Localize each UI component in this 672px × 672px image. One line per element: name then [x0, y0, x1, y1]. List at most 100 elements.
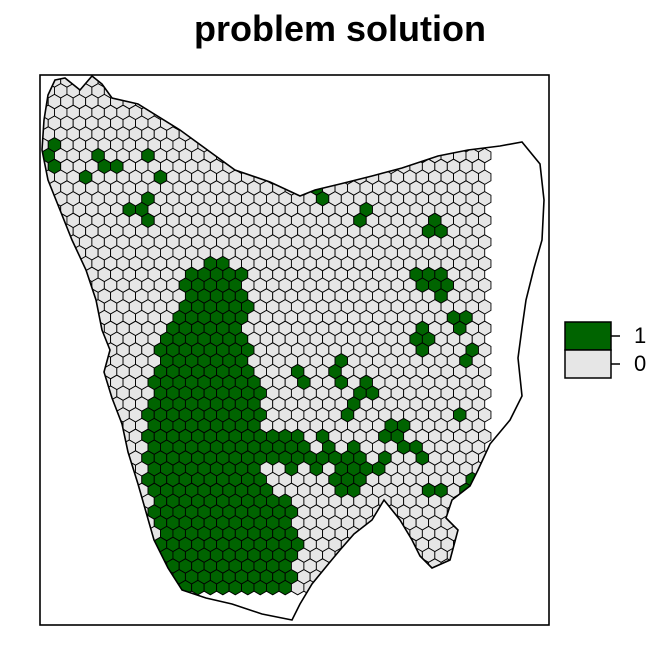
planning-unit-unselected	[147, 569, 161, 585]
planning-unit-unselected	[372, 525, 386, 542]
planning-unit-unselected	[110, 525, 124, 542]
planning-unit-unselected	[353, 126, 367, 142]
planning-unit-unselected	[78, 428, 93, 445]
planning-unit-unselected	[203, 126, 218, 142]
planning-unit-unselected	[303, 147, 317, 164]
planning-unit-unselected	[103, 536, 118, 553]
planning-unit-unselected	[85, 396, 99, 412]
planning-unit-unselected	[91, 536, 105, 553]
planning-unit-unselected	[478, 126, 492, 142]
planning-unit-unselected	[191, 104, 205, 121]
planning-unit-unselected	[72, 309, 87, 326]
planning-unit-unselected	[78, 342, 93, 358]
planning-unit-unselected	[78, 536, 93, 553]
planning-unit-unselected	[453, 83, 467, 99]
planning-unit-unselected	[446, 137, 461, 153]
planning-unit-unselected	[222, 137, 236, 153]
planning-unit-unselected	[60, 353, 74, 369]
planning-unit-unselected	[60, 266, 74, 283]
planning-unit-unselected	[303, 83, 317, 99]
planning-unit-unselected	[72, 482, 87, 499]
planning-unit-unselected	[415, 126, 430, 142]
planning-unit-unselected	[66, 320, 80, 337]
planning-unit-unselected	[365, 536, 380, 553]
planning-unit-unselected	[465, 83, 479, 99]
planning-unit-unselected	[434, 137, 448, 153]
planning-unit-selected	[266, 579, 280, 596]
planning-unit-unselected	[54, 428, 68, 445]
planning-unit-unselected	[347, 569, 361, 585]
planning-unit-unselected	[66, 342, 80, 358]
planning-unit-unselected	[122, 525, 136, 542]
planning-unit-unselected	[72, 396, 87, 412]
planning-unit-unselected	[396, 547, 411, 563]
planning-unit-unselected	[428, 104, 442, 121]
planning-unit-unselected	[315, 147, 330, 164]
planning-unit-unselected	[128, 493, 143, 509]
planning-unit-unselected	[78, 407, 93, 423]
planning-unit-unselected	[97, 525, 112, 542]
planning-unit-unselected	[290, 169, 305, 185]
planning-unit-unselected	[122, 482, 136, 499]
planning-unit-unselected	[60, 461, 74, 477]
planning-unit-unselected	[259, 115, 274, 131]
planning-unit-unselected	[315, 169, 330, 185]
planning-unit-unselected	[78, 299, 93, 315]
planning-unit-unselected	[390, 147, 405, 164]
planning-unit-unselected	[42, 569, 49, 585]
planning-unit-unselected	[135, 547, 149, 563]
planning-unit-unselected	[278, 104, 292, 121]
planning-unit-unselected	[60, 396, 74, 412]
planning-unit-unselected	[91, 407, 105, 423]
planning-unit-unselected	[42, 266, 49, 283]
planning-unit-unselected	[284, 158, 299, 175]
planning-unit-unselected	[47, 569, 62, 585]
planning-unit-unselected	[78, 385, 93, 401]
planning-unit-unselected	[60, 288, 74, 304]
planning-unit-unselected	[359, 137, 373, 153]
planning-unit-unselected	[403, 83, 417, 99]
planning-unit-unselected	[42, 482, 49, 499]
planning-unit-unselected	[465, 515, 479, 531]
planning-unit-unselected	[241, 126, 255, 142]
planning-unit-unselected	[465, 104, 479, 121]
planning-unit-unselected	[103, 471, 118, 488]
planning-unit-unselected	[409, 93, 423, 110]
planning-unit-unselected	[353, 147, 367, 164]
planning-unit-unselected	[42, 320, 55, 337]
planning-unit-unselected	[72, 569, 87, 585]
planning-unit-unselected	[478, 83, 492, 99]
planning-unit-unselected	[478, 558, 492, 574]
planning-unit-unselected	[415, 558, 430, 574]
planning-unit-unselected	[259, 93, 274, 110]
planning-unit-unselected	[66, 471, 80, 488]
planning-unit-unselected	[91, 363, 105, 380]
planning-unit-unselected	[135, 569, 149, 585]
planning-unit-unselected	[303, 126, 317, 142]
planning-unit-unselected	[478, 471, 492, 488]
planning-unit-unselected	[471, 547, 486, 563]
planning-unit-unselected	[60, 504, 74, 520]
planning-unit-unselected	[42, 417, 49, 434]
planning-unit-unselected	[72, 266, 87, 283]
planning-unit-unselected	[396, 569, 411, 585]
planning-unit-unselected	[278, 169, 292, 185]
planning-unit-unselected	[85, 504, 99, 520]
planning-unit-unselected	[85, 353, 99, 369]
planning-unit-unselected	[390, 558, 405, 574]
planning-unit-unselected	[116, 493, 130, 509]
planning-unit-unselected	[66, 428, 80, 445]
planning-unit-unselected	[253, 147, 267, 164]
planning-unit-selected	[278, 579, 292, 596]
planning-unit-unselected	[409, 115, 423, 131]
planning-unit-unselected	[47, 504, 62, 520]
planning-unit-unselected	[403, 558, 417, 574]
planning-unit-unselected	[459, 569, 473, 585]
planning-unit-unselected	[54, 515, 68, 531]
planning-unit-unselected	[421, 115, 436, 131]
planning-unit-unselected	[453, 126, 467, 142]
planning-unit-unselected	[42, 288, 49, 304]
planning-unit-unselected	[365, 147, 380, 164]
planning-unit-unselected	[266, 147, 280, 164]
planning-unit-unselected	[328, 169, 342, 185]
